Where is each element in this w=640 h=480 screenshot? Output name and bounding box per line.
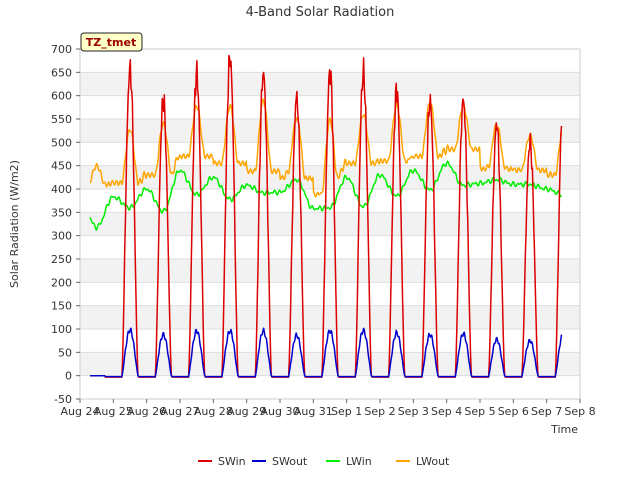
y-tick-label: 650 bbox=[51, 66, 72, 79]
y-tick-label: 0 bbox=[65, 370, 72, 383]
y-axis-ticks: -50 0 50 100 150 200 250 300 350 400 450 500 550 600 6… bbox=[51, 43, 80, 406]
y-tick-label: 250 bbox=[51, 253, 72, 266]
x-tick-label: Sep 7 bbox=[531, 405, 562, 418]
y-tick-label: 200 bbox=[51, 276, 72, 289]
x-tick-label: Aug 30 bbox=[261, 405, 300, 418]
y-tick-label: 700 bbox=[51, 43, 72, 56]
station-tag-text: TZ_tmet bbox=[86, 36, 136, 49]
x-tick-label: Sep 2 bbox=[364, 405, 395, 418]
x-tick-label: Aug 24 bbox=[61, 405, 100, 418]
x-axis-label: Time bbox=[550, 423, 578, 436]
legend-label-lwin: LWin bbox=[346, 455, 372, 468]
plot-frame bbox=[79, 48, 581, 400]
legend-label-swout: SWout bbox=[272, 455, 308, 468]
plot-band bbox=[80, 212, 580, 236]
y-tick-label: -50 bbox=[54, 393, 72, 406]
x-tick-label: Aug 28 bbox=[194, 405, 233, 418]
station-tag: TZ_tmet bbox=[80, 32, 143, 52]
legend-label-lwout: LWout bbox=[416, 455, 450, 468]
x-tick-label: Aug 26 bbox=[127, 405, 166, 418]
x-tick-label: Aug 31 bbox=[294, 405, 333, 418]
y-tick-label: 100 bbox=[51, 323, 72, 336]
x-tick-label: Sep 1 bbox=[331, 405, 362, 418]
x-tick-label: Sep 6 bbox=[498, 405, 529, 418]
x-tick-label: Sep 5 bbox=[464, 405, 495, 418]
series-line-swout bbox=[89, 327, 563, 378]
x-tick-label: Sep 4 bbox=[431, 405, 462, 418]
x-tick-label: Sep 3 bbox=[398, 405, 429, 418]
y-tick-label: 500 bbox=[51, 136, 72, 149]
station-tag-box bbox=[80, 32, 143, 52]
y-tick-label: 400 bbox=[51, 183, 72, 196]
legend: SWin SWout LWin LWout bbox=[198, 455, 450, 468]
x-tick-label: Aug 27 bbox=[161, 405, 200, 418]
x-tick-label: Aug 29 bbox=[227, 405, 266, 418]
x-tick-label: Sep 8 bbox=[564, 405, 595, 418]
plot-series bbox=[89, 54, 563, 378]
y-axis-label: Solar Radiation (W/m2) bbox=[8, 160, 21, 288]
y-tick-label: 600 bbox=[51, 90, 72, 103]
series-line-lwout bbox=[89, 98, 563, 198]
x-tick-label: Aug 25 bbox=[94, 405, 133, 418]
plot-band bbox=[80, 165, 580, 189]
y-tick-label: 550 bbox=[51, 113, 72, 126]
y-tick-label: 300 bbox=[51, 230, 72, 243]
y-tick-label: 150 bbox=[51, 300, 72, 313]
chart-title: 4-Band Solar Radiation bbox=[246, 5, 395, 20]
legend-label-swin: SWin bbox=[218, 455, 246, 468]
plot-band bbox=[80, 305, 580, 329]
y-tick-label: 350 bbox=[51, 206, 72, 219]
plot-band bbox=[80, 119, 580, 143]
y-tick-label: 50 bbox=[58, 346, 72, 359]
plot-band bbox=[80, 259, 580, 283]
y-tick-label: 450 bbox=[51, 160, 72, 173]
